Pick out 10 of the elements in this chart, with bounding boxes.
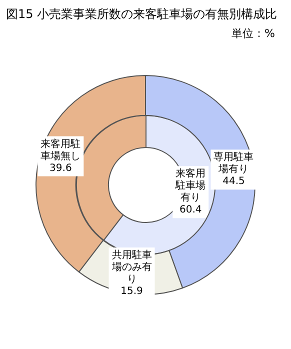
- chart-subtitle: 単位：%: [232, 26, 275, 41]
- slice-label: 来客用駐車場有り: [174, 168, 206, 204]
- slice-label: 専用駐車場有り: [214, 151, 254, 176]
- data-label: 60.4: [179, 204, 202, 216]
- data-label: 15.9: [120, 286, 143, 298]
- data-label: 44.5: [222, 176, 245, 188]
- chart-title: 図15 小売業事業所数の来客駐車場の有無別構成比: [6, 6, 278, 23]
- data-label: 39.6: [50, 162, 72, 174]
- slice-label: 共用駐車場のみ有り: [110, 249, 152, 286]
- slice-label: 来客用駐車場無し: [40, 138, 81, 162]
